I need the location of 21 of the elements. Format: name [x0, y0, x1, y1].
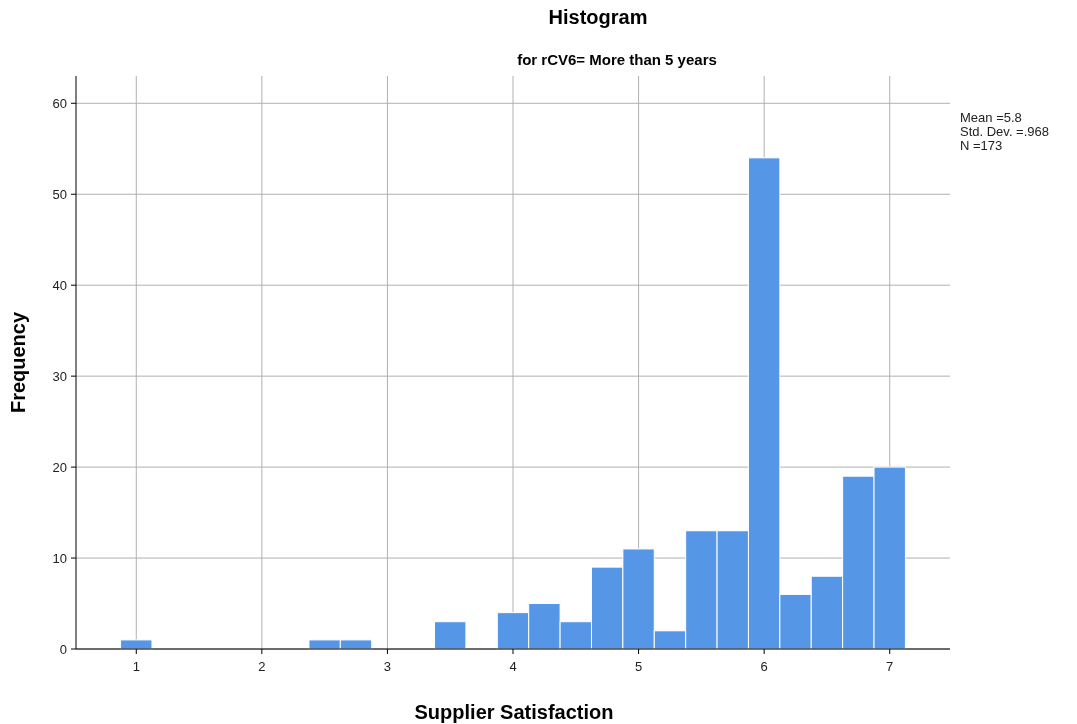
y-tick-label: 40	[52, 278, 67, 294]
x-tick-label: 3	[383, 659, 392, 674]
chart-subtitle: for rCV6= More than 5 years	[517, 51, 717, 68]
y-tick-label: 20	[52, 460, 67, 476]
y-tick-label: 50	[52, 187, 67, 203]
y-tick-label: 0	[59, 642, 67, 657]
y-tick-label: 10	[52, 551, 67, 567]
text: N =173	[960, 138, 1003, 153]
x-axis-title: Supplier Satisfaction	[414, 701, 614, 723]
x-tick-label: 2	[258, 659, 266, 674]
x-tick-label: 4	[509, 659, 517, 674]
y-tick-label: 60	[52, 96, 67, 112]
x-tick-label: 1	[132, 659, 140, 674]
x-tick-label: 5	[634, 659, 643, 674]
y-tick-label: 30	[52, 369, 67, 385]
x-tick-label: 6	[760, 659, 768, 674]
chart-title: Histogram	[548, 6, 648, 28]
y-axis-title: Frequency	[7, 311, 29, 414]
text: Std. Dev. =.968	[960, 124, 1050, 139]
x-tick-label: 7	[886, 659, 894, 674]
text: Mean =5.8	[960, 110, 1022, 125]
